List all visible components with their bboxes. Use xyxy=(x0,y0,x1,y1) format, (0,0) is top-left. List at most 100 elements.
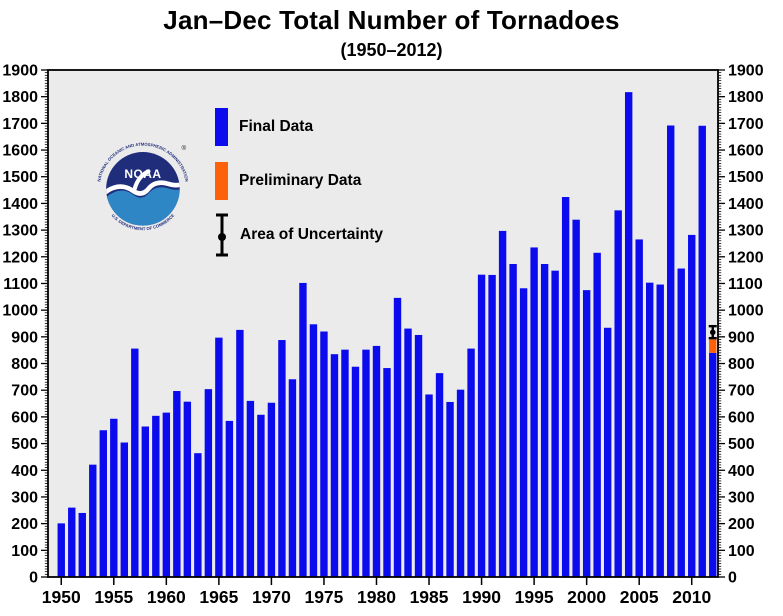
bar-1955 xyxy=(110,418,118,577)
bar-1974 xyxy=(309,324,318,577)
bar-1998 xyxy=(561,197,570,577)
bar-1973 xyxy=(299,282,307,577)
bar-1980 xyxy=(372,345,381,577)
y-axis-label-right: 1100 xyxy=(728,276,763,293)
bar-1990 xyxy=(477,274,486,577)
chart-subtitle: (1950–2012) xyxy=(340,40,443,60)
bar-1959 xyxy=(152,415,160,577)
y-axis-label-left: 600 xyxy=(11,409,38,426)
bar-1960 xyxy=(162,412,171,577)
bar-preliminary-2012 xyxy=(709,339,717,353)
y-axis-label-right: 1500 xyxy=(728,169,764,186)
legend-item-preliminary-data: Preliminary Data xyxy=(215,162,361,200)
noaa-logo: NOAA NATIONAL OCEANIC AND ATMOSPHERIC AD… xyxy=(96,142,188,232)
bar-2010 xyxy=(688,234,696,577)
y-axis-label-left: 1500 xyxy=(2,169,38,186)
bar-1975 xyxy=(320,331,328,577)
y-axis-label-right: 1600 xyxy=(728,143,764,160)
y-axis-label-left: 1300 xyxy=(2,223,38,240)
bar-2002 xyxy=(603,327,612,577)
x-axis-label: 1990 xyxy=(462,587,501,607)
plot-frame xyxy=(47,69,719,578)
bar-1979 xyxy=(362,349,370,577)
y-axis-label-left: 900 xyxy=(11,329,38,346)
noaa-seagull-wing-icon xyxy=(132,169,151,191)
bar-1963 xyxy=(194,453,202,577)
y-axis-label-right: 1700 xyxy=(728,116,764,133)
bar-1969 xyxy=(257,414,265,577)
legend-label-preliminary-data: Preliminary Data xyxy=(239,172,362,189)
bar-1952 xyxy=(78,512,86,577)
y-axis-label-left: 100 xyxy=(11,543,38,560)
registered-trademark: ® xyxy=(182,144,187,152)
y-axis-label-left: 400 xyxy=(11,463,38,480)
legend-label-final-data: Final Data xyxy=(239,118,314,135)
y-axis-label-right: 1300 xyxy=(728,223,764,240)
final-data-swatch xyxy=(215,108,228,146)
chart-title: Jan–Dec Total Number of Tornadoes xyxy=(163,5,620,35)
y-axis-label-right: 1900 xyxy=(728,63,764,80)
bar-1999 xyxy=(572,219,580,577)
bar-1991 xyxy=(488,274,496,577)
bar-2009 xyxy=(677,268,685,577)
bar-1988 xyxy=(456,389,465,577)
bar-1961 xyxy=(173,391,181,577)
x-axis-label: 1955 xyxy=(94,587,133,607)
bar-1965 xyxy=(215,337,223,577)
bar-1985 xyxy=(425,394,433,577)
y-axis-label-right: 900 xyxy=(728,329,755,346)
y-axis-label-left: 1600 xyxy=(2,143,38,160)
bar-1997 xyxy=(551,270,559,577)
y-axis-label-right: 700 xyxy=(728,383,755,400)
y-axis-label-right: 800 xyxy=(728,356,755,373)
y-axis-label-right: 200 xyxy=(728,516,755,533)
bar-1968 xyxy=(246,400,255,577)
bar-1994 xyxy=(519,288,528,577)
y-axis-label-right: 600 xyxy=(728,409,755,426)
bar-1992 xyxy=(498,230,507,577)
y-axis-label-right: 500 xyxy=(728,436,755,453)
y-axis-label-right: 300 xyxy=(728,489,755,506)
bar-1983 xyxy=(404,328,412,577)
bar-1986 xyxy=(435,373,444,577)
bar-2007 xyxy=(656,284,664,577)
bar-1987 xyxy=(446,401,454,577)
bar-1995 xyxy=(530,247,538,577)
bar-1953 xyxy=(89,464,97,577)
bar-2008 xyxy=(667,125,675,577)
x-axis-label: 1960 xyxy=(147,587,186,607)
y-axis-label-left: 800 xyxy=(11,356,38,373)
bar-1972 xyxy=(288,379,297,577)
y-axis-label-left: 200 xyxy=(11,516,38,533)
bar-2006 xyxy=(645,282,654,577)
bar-2011 xyxy=(698,125,706,578)
x-axis-label: 1985 xyxy=(410,587,449,607)
bar-1950 xyxy=(57,523,65,577)
bar-1966 xyxy=(225,420,234,577)
x-axis-label: 2005 xyxy=(620,587,659,607)
legend-item-final-data: Final Data xyxy=(215,108,313,146)
bar-1978 xyxy=(351,366,360,577)
x-axis-label: 1995 xyxy=(515,587,554,607)
x-axis-label: 1980 xyxy=(357,587,396,607)
y-axis-label-right: 1000 xyxy=(728,303,764,320)
x-axis-label: 1970 xyxy=(252,587,291,607)
y-axis-label-left: 1100 xyxy=(3,276,38,293)
y-axis-label-left: 0 xyxy=(29,570,38,587)
legend: Final Data Preliminary Data Area of Unce… xyxy=(215,108,475,258)
y-axis-label-right: 1400 xyxy=(728,196,764,213)
y-axis-label-left: 500 xyxy=(11,436,38,453)
x-axis-label: 2000 xyxy=(567,587,606,607)
bar-1989 xyxy=(467,348,475,577)
y-axis-label-right: 400 xyxy=(728,463,755,480)
bar-1962 xyxy=(183,401,192,577)
bar-1956 xyxy=(120,442,129,577)
bar-1957 xyxy=(131,348,139,577)
bar-1951 xyxy=(68,507,76,577)
bar-2012 xyxy=(709,352,717,577)
bar-1971 xyxy=(278,340,286,577)
bar-2004 xyxy=(624,92,633,578)
y-axis-label-left: 1900 xyxy=(2,63,38,80)
bar-1977 xyxy=(341,349,349,577)
